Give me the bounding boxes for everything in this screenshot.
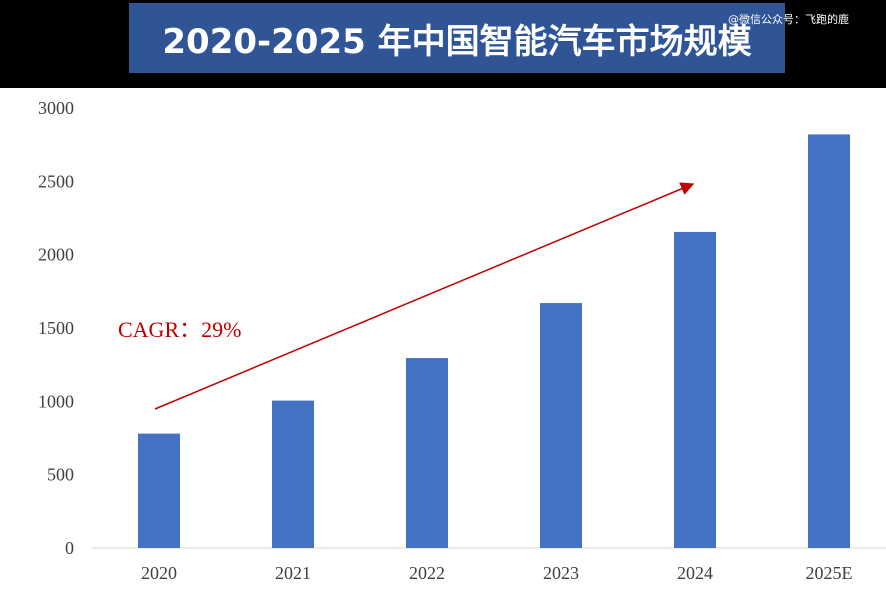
x-tick-label: 2021 [275, 563, 311, 583]
title-banner: 2020-2025 年中国智能汽车市场规模 [129, 3, 785, 73]
y-tick-label: 2500 [38, 171, 74, 191]
x-tick-label: 2025E [806, 563, 853, 583]
chart-title: 2020-2025 年中国智能汽车市场规模 [162, 21, 752, 62]
x-tick-label: 2024 [677, 563, 713, 583]
y-tick-label: 3000 [38, 98, 74, 118]
bar-2024 [674, 231, 716, 548]
y-tick-label: 1500 [38, 318, 74, 338]
cagr-annotation: CAGR：29% [118, 317, 241, 342]
bar-2025E [808, 134, 850, 548]
x-tick-label: 2022 [409, 563, 445, 583]
y-tick-label: 2000 [38, 245, 74, 265]
bar-2020 [138, 433, 180, 548]
watermark: @微信公众号：飞跑的鹿 [728, 13, 849, 26]
x-tick-label: 2023 [543, 563, 579, 583]
y-tick-label: 500 [47, 465, 74, 485]
cagr-trend-arrow [154, 182, 695, 410]
bar-2023 [540, 303, 582, 548]
x-tick-label: 2020 [141, 563, 177, 583]
y-tick-label: 0 [65, 538, 74, 558]
bar-2021 [272, 400, 314, 548]
bar-2022 [406, 358, 448, 548]
bar-chart: 0 500 1000 1500 2000 2500 3000 2020 2021 2022 202… [38, 98, 886, 583]
y-tick-label: 1000 [38, 391, 74, 411]
